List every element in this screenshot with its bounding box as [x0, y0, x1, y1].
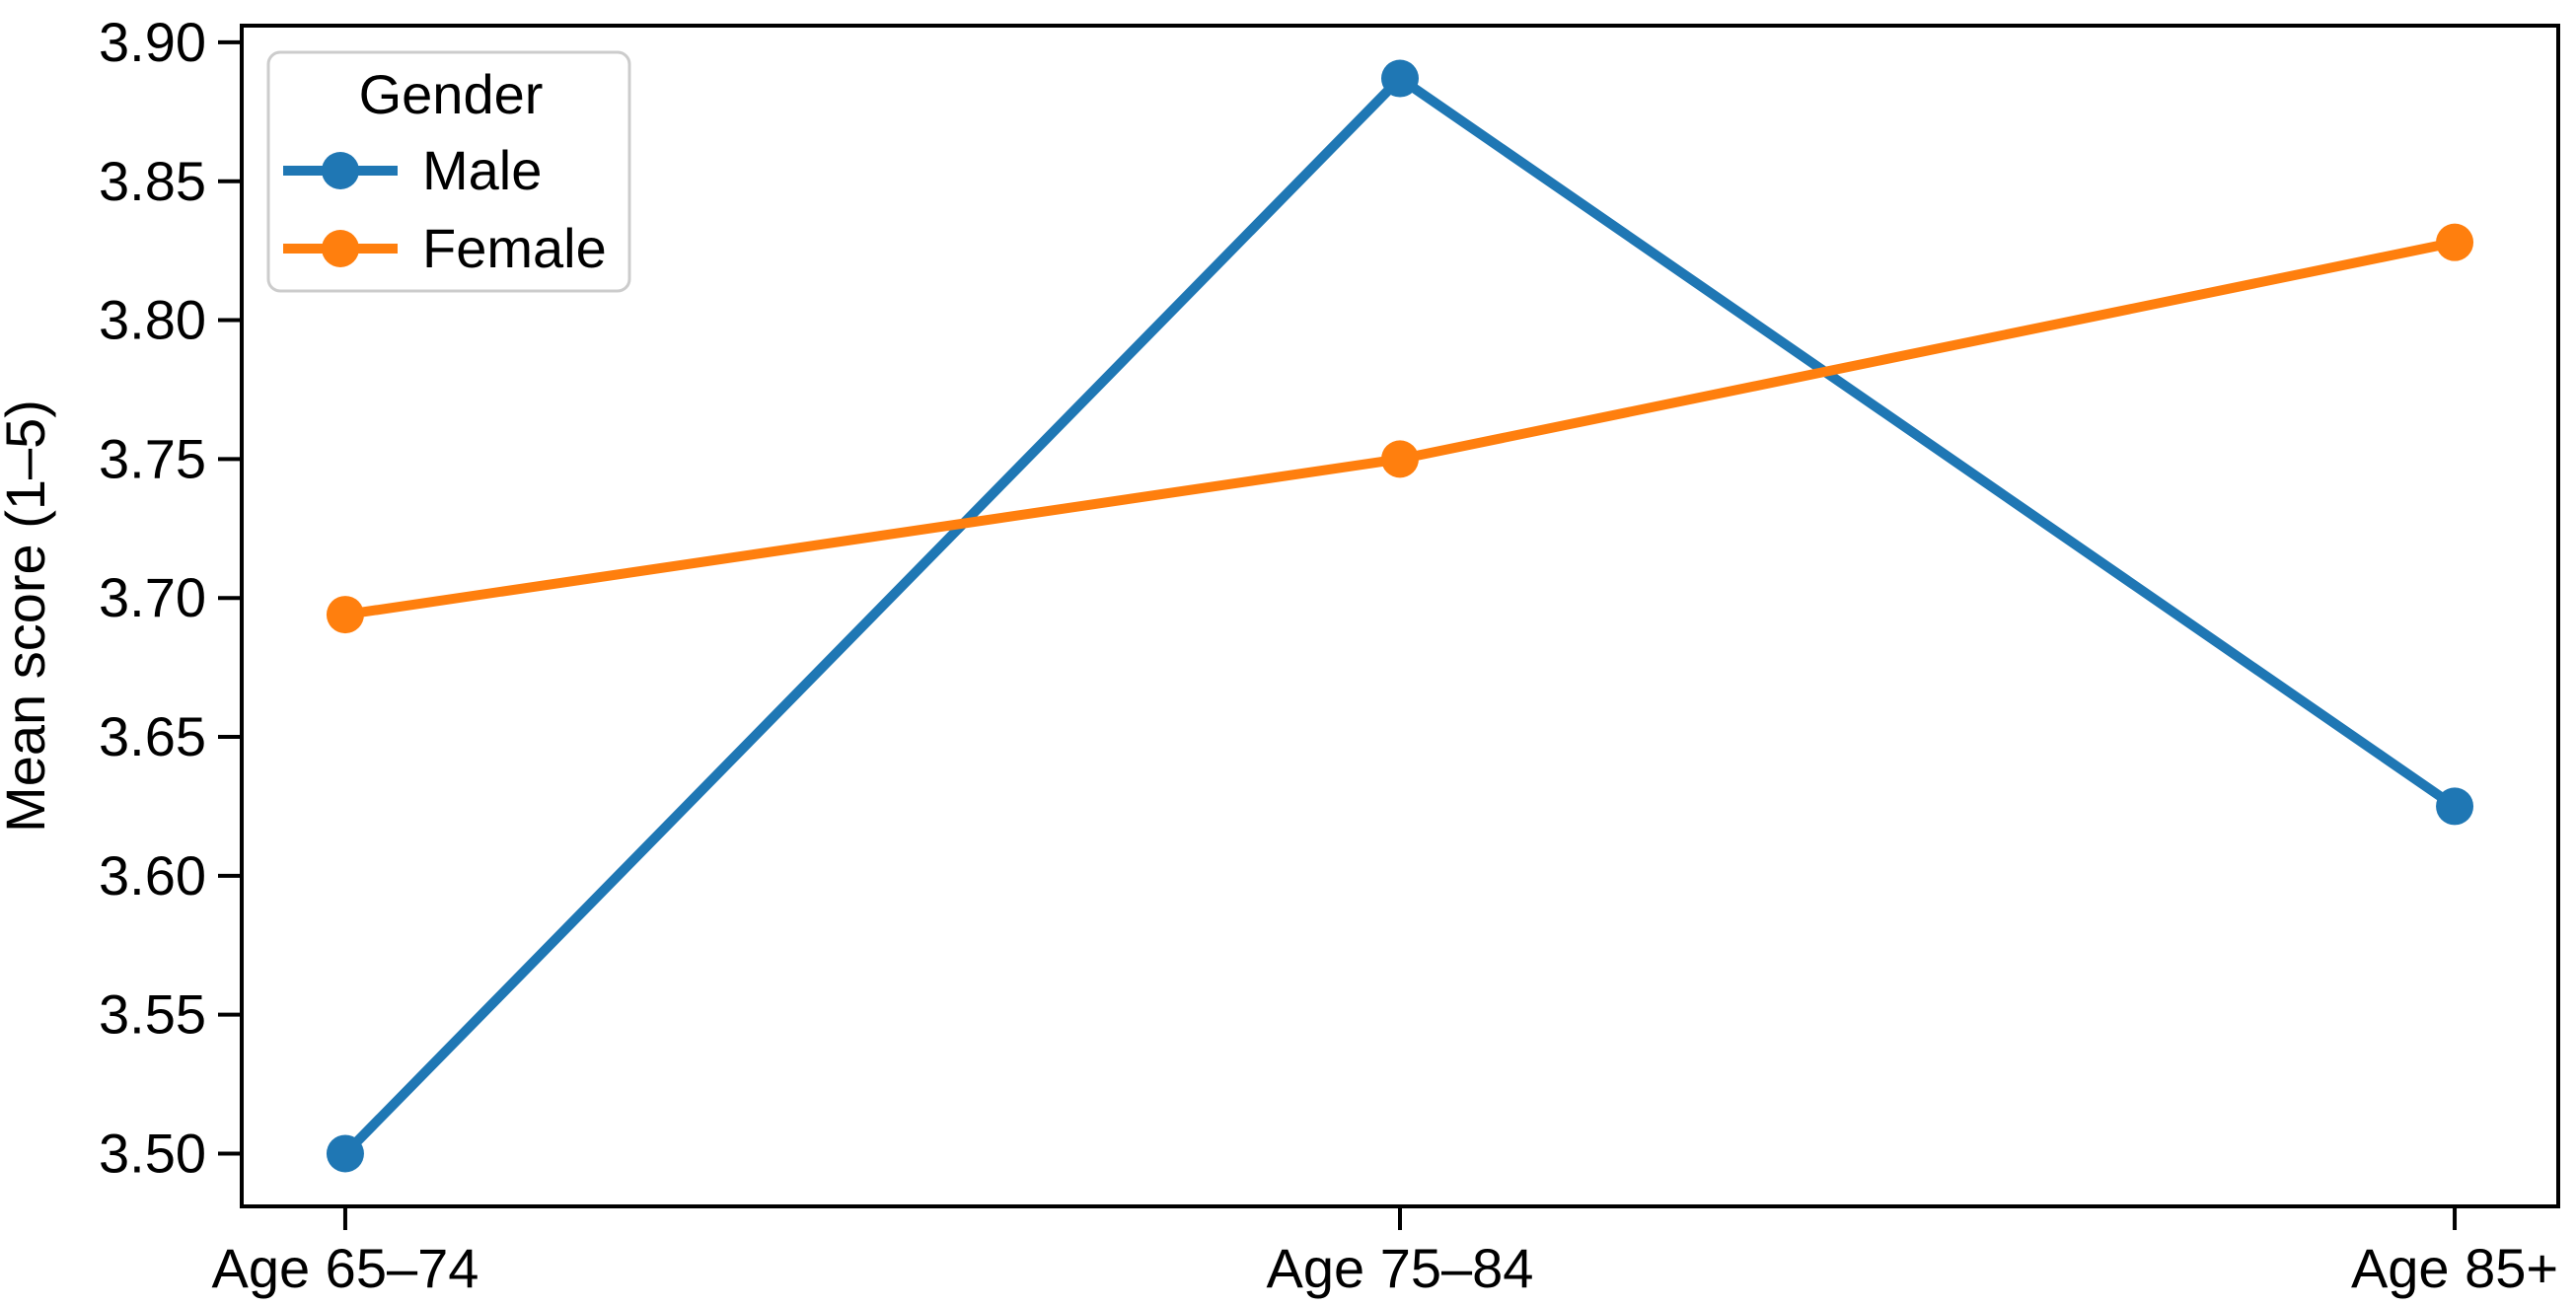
y-tick-label: 3.75 — [99, 427, 206, 489]
legend-swatch-marker-female — [322, 230, 359, 267]
series-male-marker-0 — [326, 1134, 364, 1173]
y-tick-label: 3.60 — [99, 844, 206, 907]
legend-label-male: Male — [422, 139, 542, 201]
y-tick-label: 3.70 — [99, 566, 206, 628]
legend-swatch-marker-male — [322, 152, 359, 189]
x-tick-label: Age 85+ — [2351, 1237, 2558, 1299]
series-male-marker-1 — [1381, 59, 1419, 98]
y-tick-label: 3.90 — [99, 11, 206, 73]
y-tick-label: 3.80 — [99, 289, 206, 351]
series-female-marker-1 — [1381, 440, 1419, 478]
legend-label-female: Female — [422, 217, 607, 279]
y-tick-label: 3.65 — [99, 705, 206, 767]
y-tick-label: 3.50 — [99, 1123, 206, 1185]
legend-title: Gender — [359, 63, 544, 125]
x-tick-label: Age 65–74 — [211, 1237, 478, 1299]
series-female-marker-2 — [2436, 223, 2474, 261]
y-tick-label: 3.55 — [99, 983, 206, 1046]
x-tick-label: Age 75–84 — [1267, 1237, 1534, 1299]
series-male-marker-2 — [2436, 787, 2474, 826]
y-axis-label: Mean score (1–5) — [0, 399, 56, 833]
y-tick-label: 3.85 — [99, 150, 206, 212]
legend-box — [266, 50, 631, 293]
series-female-marker-0 — [326, 596, 364, 634]
axes-frame — [240, 24, 2560, 1208]
